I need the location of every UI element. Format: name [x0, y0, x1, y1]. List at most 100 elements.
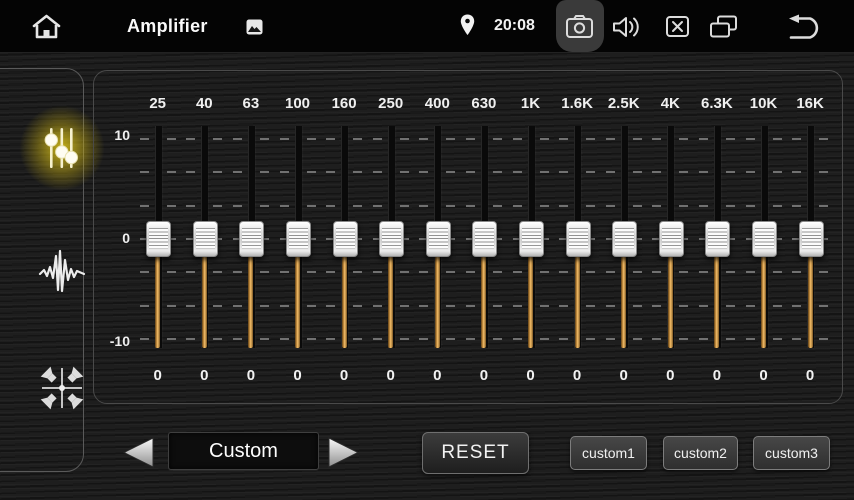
tick-mark	[186, 271, 196, 274]
slider-knob[interactable]	[192, 221, 218, 257]
band-slider[interactable]	[693, 121, 740, 355]
axis-label-min: -10	[109, 333, 130, 349]
band-frequency-label: 63	[242, 95, 260, 112]
slider-knob[interactable]	[705, 221, 731, 257]
tick-mark	[512, 238, 522, 240]
band-slider[interactable]	[274, 121, 321, 355]
tick-mark	[586, 338, 596, 340]
slider-track-active	[155, 253, 161, 348]
tick-mark	[539, 171, 549, 174]
band-frequency-label: 25	[149, 95, 167, 112]
close-app-icon[interactable]	[666, 16, 689, 37]
sidebar-item-sound-effect[interactable]	[22, 226, 102, 316]
band-slider[interactable]	[134, 121, 181, 355]
band-slider[interactable]	[414, 121, 461, 355]
tick-mark	[559, 138, 569, 140]
tick-mark	[279, 138, 289, 140]
band-slider[interactable]	[367, 121, 414, 355]
eq-band-16K: 16K 0	[787, 71, 834, 403]
slider-knob[interactable]	[239, 221, 265, 257]
tick-mark	[166, 338, 176, 340]
slider-knob[interactable]	[472, 221, 498, 257]
slider-knob[interactable]	[752, 221, 777, 257]
slider-knob[interactable]	[798, 221, 824, 257]
slider-knob[interactable]	[379, 221, 405, 257]
tick-mark	[259, 171, 269, 174]
tick-mark	[605, 304, 615, 307]
tick-mark	[772, 238, 782, 240]
band-slider[interactable]	[460, 121, 507, 355]
band-frequency-label: 400	[424, 95, 450, 112]
custom3-button[interactable]: custom3	[753, 436, 830, 470]
eq-band-6.3K: 6.3K 0	[693, 71, 740, 403]
recent-apps-icon[interactable]	[709, 15, 738, 39]
slider-knob[interactable]	[565, 221, 591, 257]
tick-mark	[279, 271, 289, 274]
tick-mark	[353, 171, 363, 174]
volume-icon[interactable]	[612, 15, 643, 39]
tick-mark	[539, 138, 549, 140]
reset-button[interactable]: RESET	[422, 432, 529, 474]
eq-band-4K: 4K 0	[647, 71, 694, 403]
eq-band-1K: 1K 0	[507, 71, 554, 403]
sidebar-item-balance-fader[interactable]	[22, 343, 102, 433]
tick-mark	[539, 204, 549, 207]
tick-mark	[539, 238, 549, 240]
slider-knob[interactable]	[519, 221, 544, 257]
band-slider[interactable]	[740, 121, 787, 355]
preset-next-button[interactable]	[328, 437, 360, 468]
slider-knob[interactable]	[286, 221, 311, 257]
tick-mark	[492, 338, 502, 340]
tick-mark	[279, 338, 289, 340]
band-slider[interactable]	[321, 121, 368, 355]
tick-mark	[725, 138, 735, 140]
sidebar	[0, 68, 84, 472]
tick-mark	[698, 204, 708, 207]
slider-knob[interactable]	[146, 221, 172, 257]
arrow-right-icon	[328, 437, 360, 468]
band-slider[interactable]	[227, 121, 274, 355]
tick-mark	[698, 271, 708, 274]
band-slider[interactable]	[554, 121, 601, 355]
tick-mark	[492, 238, 502, 240]
tick-mark	[306, 271, 316, 274]
eq-band-1.6K: 1.6K 0	[554, 71, 601, 403]
back-icon[interactable]	[786, 14, 823, 41]
slider-knob[interactable]	[425, 221, 451, 257]
custom1-button[interactable]: custom1	[570, 436, 647, 470]
band-slider[interactable]	[507, 121, 554, 355]
tick-mark	[679, 171, 689, 174]
eq-band-63: 63 0	[227, 71, 274, 403]
tick-mark	[232, 171, 242, 174]
tick-mark	[652, 304, 662, 307]
slider-track-active	[528, 253, 533, 348]
tick-mark	[419, 171, 429, 174]
slider-knob[interactable]	[658, 221, 684, 257]
tick-mark	[586, 304, 596, 307]
band-slider[interactable]	[181, 121, 228, 355]
tick-mark	[446, 271, 456, 274]
tick-mark	[372, 338, 382, 340]
location-pin-icon	[460, 14, 475, 41]
tick-mark	[326, 304, 336, 307]
band-slider[interactable]	[600, 121, 647, 355]
slider-knob[interactable]	[332, 221, 358, 257]
custom2-button[interactable]: custom2	[663, 436, 738, 470]
tick-mark	[679, 204, 689, 207]
home-icon[interactable]	[30, 14, 63, 39]
tick-mark	[512, 338, 522, 340]
tick-mark	[326, 204, 336, 207]
tick-mark	[399, 138, 409, 140]
sidebar-item-equalizer[interactable]	[19, 103, 105, 193]
camera-button[interactable]	[556, 0, 604, 52]
clock: 20:08	[494, 17, 535, 34]
tick-mark	[586, 271, 596, 274]
slider-knob[interactable]	[612, 221, 638, 257]
tick-mark	[492, 171, 502, 174]
band-slider[interactable]	[647, 121, 694, 355]
preset-prev-button[interactable]	[122, 437, 154, 468]
band-slider[interactable]	[787, 121, 834, 355]
eq-band-40: 40 0	[181, 71, 228, 403]
tick-mark	[259, 204, 269, 207]
tick-mark	[139, 271, 149, 274]
